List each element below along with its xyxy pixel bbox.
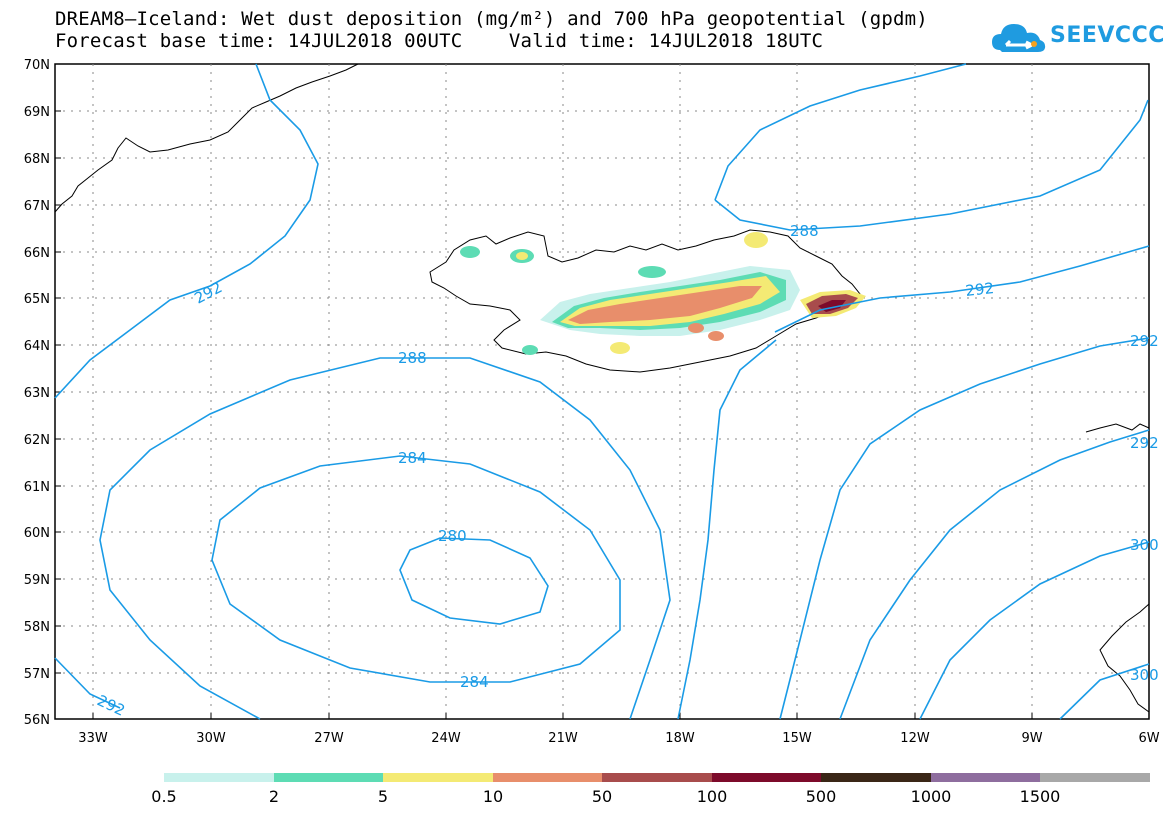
colorbar-swatch: [383, 773, 493, 782]
colorbar-label: 5: [378, 787, 388, 806]
lat-label: 60N: [24, 526, 50, 541]
contour-288-ne: [714, 63, 967, 201]
contour-288: [99, 357, 671, 720]
lat-label: 67N: [24, 199, 50, 214]
colorbar-swatch: [164, 773, 274, 782]
lat-label: 63N: [24, 386, 50, 401]
colorbar-label: 1500: [1020, 787, 1061, 806]
colorbar-swatch: [1040, 773, 1150, 782]
colorbar-swatch: [493, 773, 602, 782]
contour-label: 292: [94, 691, 128, 719]
cloud-icon: [992, 24, 1046, 52]
faroe-coast: [1085, 423, 1150, 433]
axis-ticks: [55, 63, 1033, 719]
colorbar-swatch: [821, 773, 931, 782]
seevccc-logo: SEEVCCC: [990, 18, 1164, 58]
contour-296: [779, 337, 1150, 720]
contour-label: 300: [1130, 536, 1159, 554]
colorbar-labels: 0.5 2 5 10 50 100 500 1000 1500: [151, 787, 1060, 806]
lat-label: 57N: [24, 667, 50, 682]
lon-label: 27W: [314, 731, 344, 746]
contour-label: 280: [438, 527, 467, 545]
lat-label: 66N: [24, 246, 50, 261]
lat-label: 68N: [24, 152, 50, 167]
contour-label: 292: [1130, 332, 1159, 350]
contour-304: [1059, 663, 1150, 720]
lat-label: 69N: [24, 105, 50, 120]
latitude-labels: 70N 69N 68N 67N 66N 65N 64N 63N 62N 61N …: [24, 58, 50, 728]
colorbar-label: 100: [697, 787, 728, 806]
colorbar-swatch: [274, 773, 383, 782]
contour-label: 300: [1130, 666, 1159, 684]
longitude-labels: 33W 30W 27W 24W 21W 18W 15W 12W 9W 6W: [78, 731, 1159, 746]
colorbar-swatch: [602, 773, 712, 782]
contour-292-sw: [54, 657, 121, 709]
contour-292-east: [774, 245, 1150, 333]
geopotential-contours: [54, 63, 1150, 720]
lat-label: 61N: [24, 480, 50, 495]
lat-label: 70N: [24, 58, 50, 73]
contour-300-b: [919, 541, 1150, 720]
lon-label: 24W: [431, 731, 461, 746]
lat-label: 56N: [24, 713, 50, 728]
logo-text: SEEVCCC: [1050, 23, 1165, 48]
colorbar-label: 2: [269, 787, 279, 806]
lat-label: 58N: [24, 620, 50, 635]
colorbar-swatch: [931, 773, 1040, 782]
title-line-2: Forecast base time: 14JUL2018 00UTC Vali…: [55, 30, 824, 52]
contour-label: 292: [1130, 434, 1159, 452]
lat-label: 65N: [24, 292, 50, 307]
contour-292-south: [677, 339, 777, 720]
title-line-1: DREAM8–Iceland: Wet dust deposition (mg/…: [55, 8, 928, 30]
contour-label: 288: [790, 222, 819, 240]
lon-label: 15W: [782, 731, 812, 746]
lon-label: 9W: [1021, 731, 1042, 746]
greenland-coast: [54, 63, 359, 213]
lon-label: 33W: [78, 731, 108, 746]
contour-284: [211, 455, 621, 683]
contour-label: 288: [398, 349, 427, 367]
lon-label: 6W: [1138, 731, 1159, 746]
colorbar-label: 500: [806, 787, 837, 806]
lon-label: 21W: [548, 731, 578, 746]
scotland-coast: [1099, 603, 1150, 713]
contour-300: [839, 429, 1150, 720]
colorbar-label: 1000: [911, 787, 952, 806]
dust-deposition-shading: [460, 232, 866, 355]
graticule: [55, 64, 1149, 719]
colorbar-label: 10: [483, 787, 503, 806]
colorbar-label: 50: [592, 787, 612, 806]
colorbar-label: 0.5: [151, 787, 176, 806]
lon-label: 18W: [665, 731, 695, 746]
contour-292-west: [54, 63, 319, 399]
contour-280: [399, 537, 549, 625]
colorbar: [164, 773, 1150, 782]
contour-label: 292: [191, 278, 225, 307]
contour-label: 292: [965, 279, 995, 300]
lon-label: 12W: [900, 731, 930, 746]
contour-288-ne-lower: [714, 99, 1149, 231]
colorbar-swatch: [712, 773, 821, 782]
contour-label: 284: [460, 673, 489, 691]
lat-label: 59N: [24, 573, 50, 588]
lat-label: 64N: [24, 339, 50, 354]
contour-label: 284: [398, 449, 427, 467]
lat-label: 62N: [24, 433, 50, 448]
lon-label: 30W: [196, 731, 226, 746]
